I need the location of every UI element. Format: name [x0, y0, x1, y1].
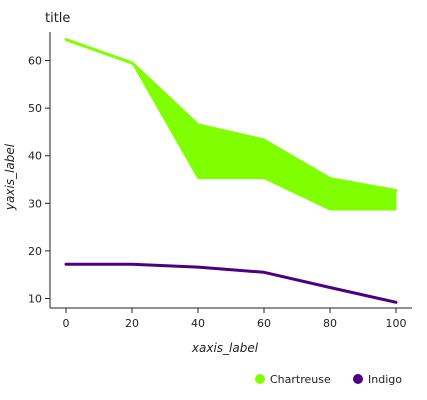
x-tick-label: 80 — [323, 317, 337, 330]
y-tick-label: 60 — [28, 55, 42, 68]
legend-label-chartreuse: Chartreuse — [270, 373, 331, 386]
x-tick-label: 0 — [63, 317, 70, 330]
y-tick-label: 40 — [28, 150, 42, 163]
y-tick-label: 50 — [28, 102, 42, 115]
series-line-chartreuse — [64, 38, 398, 192]
legend-marker-chartreuse — [255, 374, 265, 384]
axes: 10 20 30 40 50 60 0 20 40 60 80 100 — [28, 32, 412, 330]
y-axis-label: yaxis_label — [3, 143, 17, 211]
y-tick-label: 10 — [28, 292, 42, 305]
x-tick-label: 40 — [191, 317, 205, 330]
legend-label-indigo: Indigo — [368, 373, 402, 386]
plot-area — [64, 38, 398, 304]
x-tick-label: 60 — [257, 317, 271, 330]
x-axis-label: xaxis_label — [191, 341, 259, 355]
legend-marker-indigo — [353, 374, 363, 384]
x-tick-label: 100 — [386, 317, 407, 330]
series-band-chartreuse — [65, 39, 397, 211]
x-tick-label: 20 — [125, 317, 139, 330]
legend: Chartreuse Indigo — [255, 373, 402, 386]
y-tick-label: 20 — [28, 245, 42, 258]
y-tick-label: 30 — [28, 197, 42, 210]
series-line-indigo — [64, 262, 398, 304]
chart-title: title — [45, 11, 70, 26]
